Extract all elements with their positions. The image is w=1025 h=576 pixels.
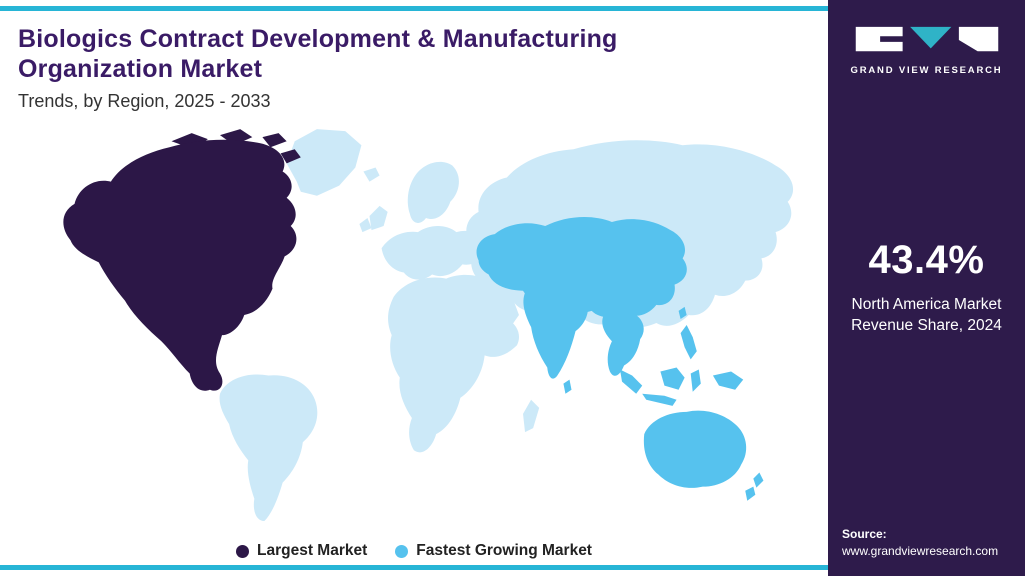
legend-item-fastest-growing-market: Fastest Growing Market [395, 542, 592, 560]
source-label: Source: [842, 527, 887, 542]
gvr-logo-icon [855, 26, 998, 52]
stat-value: 43.4% [868, 238, 985, 282]
main-panel: Biologics Contract Development & Manufac… [0, 6, 828, 570]
region-europe [359, 161, 489, 280]
source-block: Source: www.grandviewresearch.com [842, 526, 1017, 560]
largest-market-dot-icon [236, 544, 249, 558]
fastest-growing-market-dot-icon [395, 544, 409, 558]
region-north-america [63, 129, 301, 391]
top-accent-bar [0, 6, 828, 11]
page-subtitle: Trends, by Region, 2025 - 2033 [18, 91, 271, 111]
region-south-america [219, 374, 318, 522]
gvr-logo: GRAND VIEW RESEARCH [828, 24, 1025, 76]
region-asia-pacific [476, 217, 764, 501]
page-title: Biologics Contract Development & Manufac… [18, 25, 618, 83]
stat-label: North America Market Revenue Share, 2024 [851, 296, 1002, 334]
sidebar-panel: GRAND VIEW RESEARCH 43.4% North America … [828, 0, 1025, 576]
legend-label-largest-market: Largest Market [257, 542, 368, 559]
bottom-accent-bar [0, 565, 828, 570]
header: Biologics Contract Development & Manufac… [18, 24, 778, 112]
region-greenland [286, 129, 380, 196]
source-url: www.grandviewresearch.com [842, 544, 999, 559]
stat-block: 43.4% North America Market Revenue Share… [836, 238, 1017, 337]
gvr-logo-text: GRAND VIEW RESEARCH [850, 65, 1003, 76]
world-map-svg [63, 129, 794, 522]
legend: Largest Market Fastest Growing Market [0, 542, 828, 560]
world-map [22, 116, 820, 526]
legend-label-fastest-growing-market: Fastest Growing Market [416, 542, 592, 559]
legend-item-largest-market: Largest Market [236, 542, 367, 560]
